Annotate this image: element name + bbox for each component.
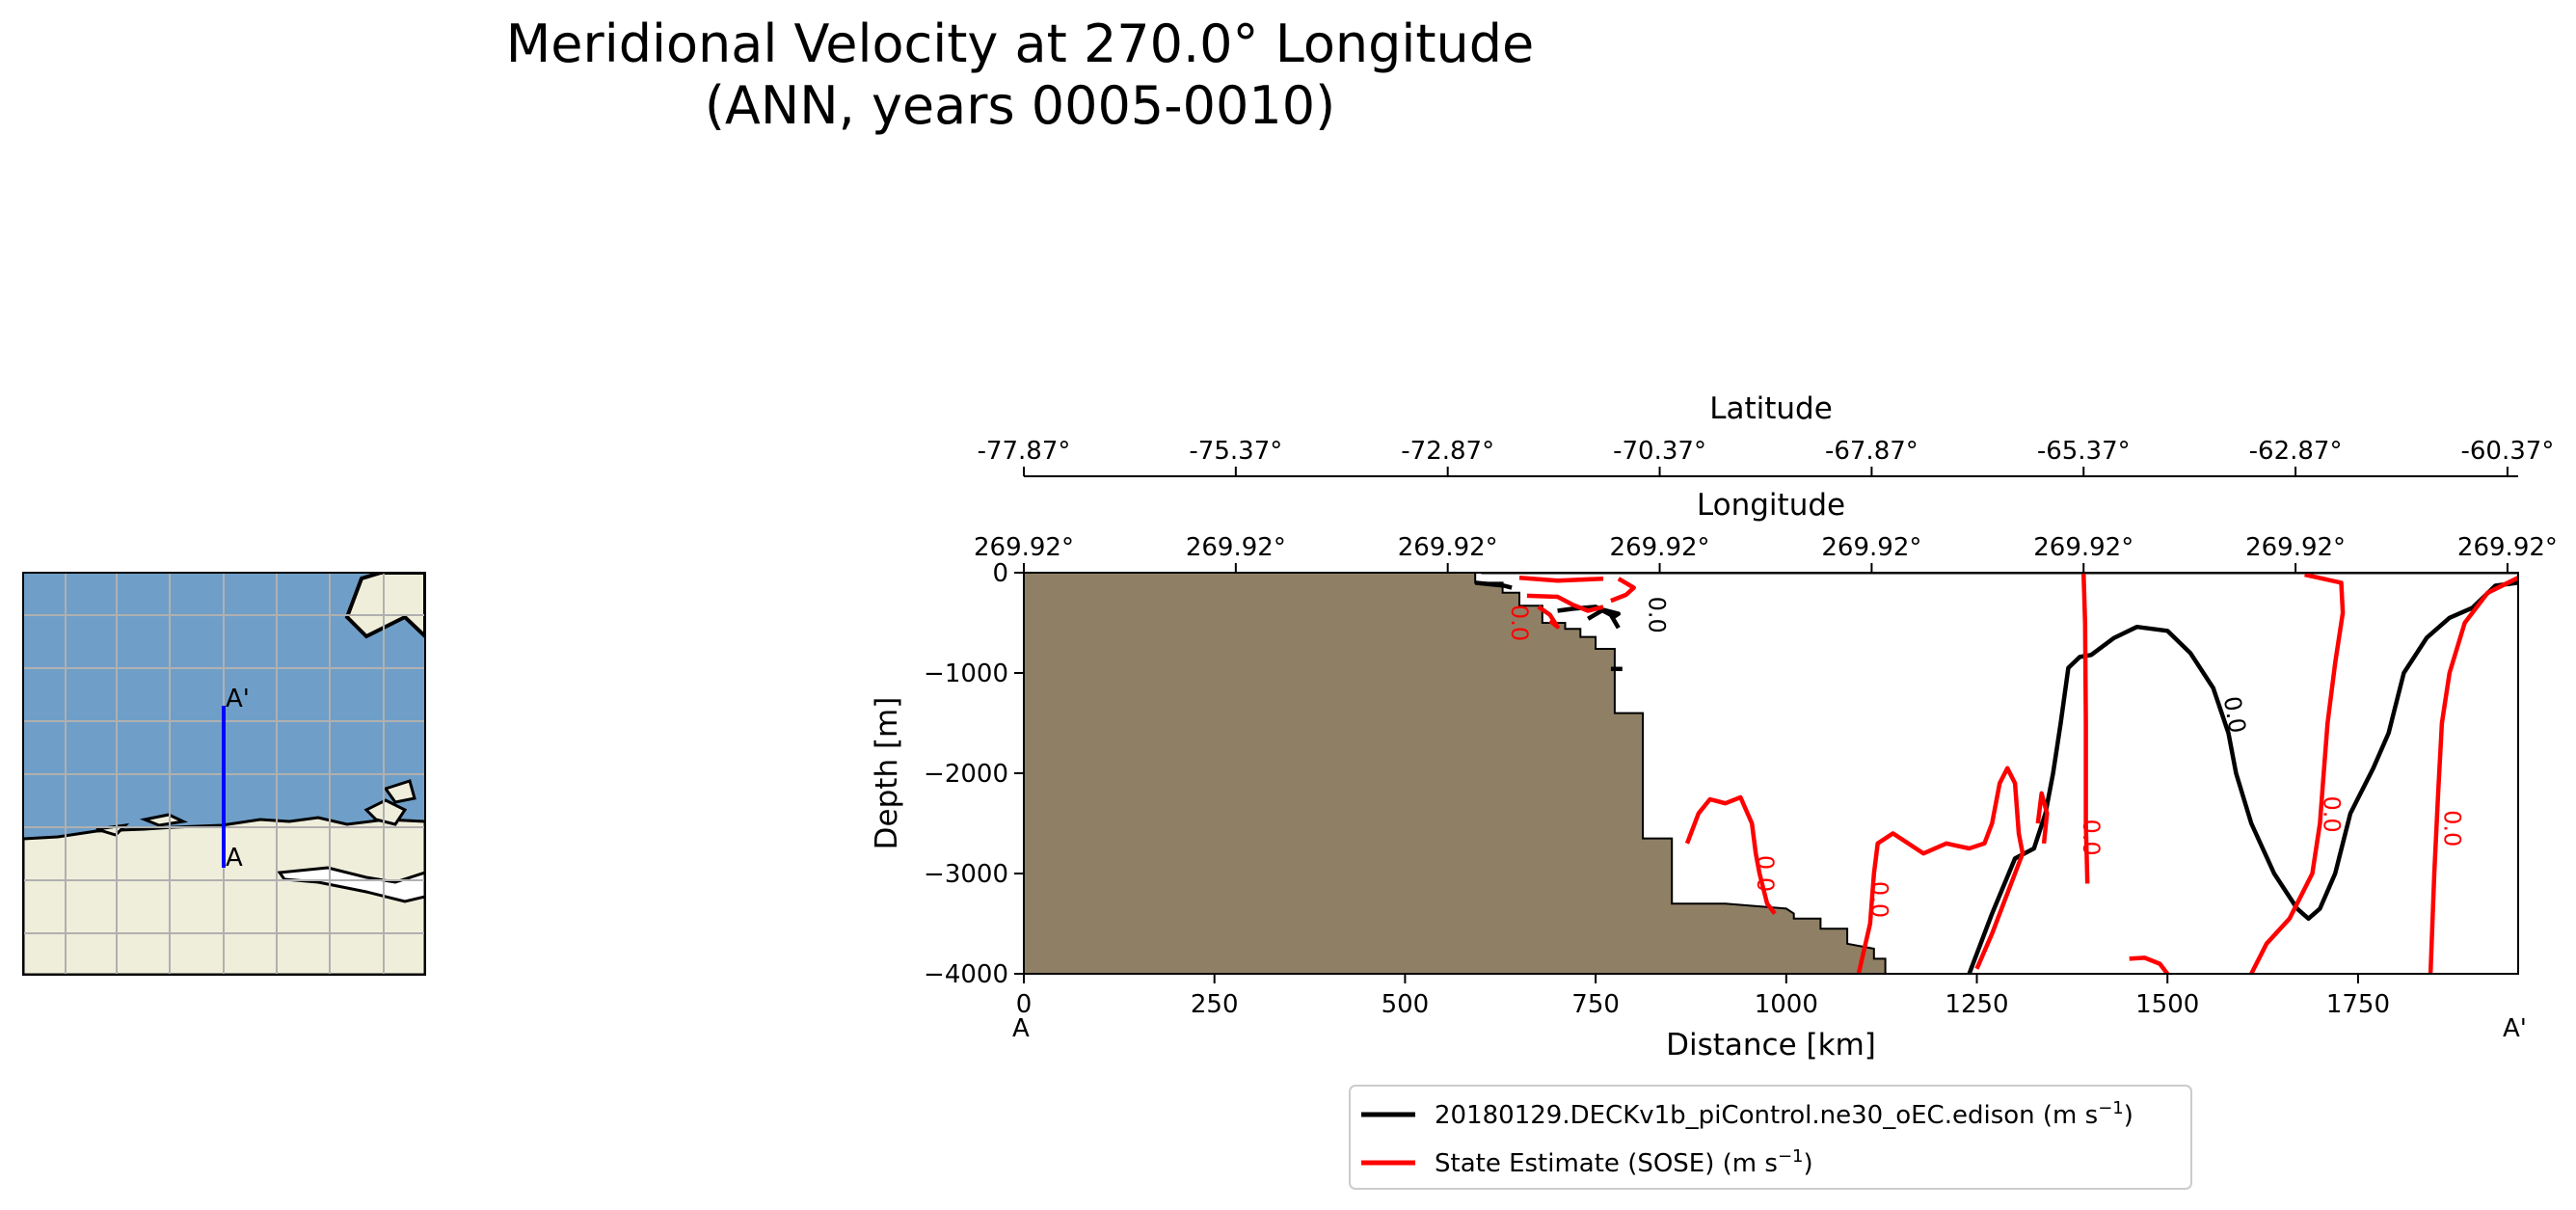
- map-label-end: A': [226, 685, 250, 713]
- map-label-start: A: [226, 844, 243, 873]
- contour-label-0: 0.0: [1506, 605, 1533, 641]
- latitude-axis: -77.87° -75.37° -72.87° -70.37° -67.87° -65.3…: [978, 437, 2555, 476]
- map-grid: [23, 573, 425, 975]
- bathymetry-fill: [1024, 573, 1887, 974]
- inset-map: A' A: [22, 572, 426, 976]
- series-obs-line-0: [1518, 575, 1604, 583]
- x-tick-label-1: 250: [1191, 990, 1239, 1019]
- series-model-line-1: [1474, 580, 1513, 590]
- y-tick-label-2: −2000: [924, 760, 1008, 789]
- series-obs-line-9: [2249, 573, 2346, 974]
- legend-entry-model: 20180129.DECKv1b_piControl.ne30_oEC.edis…: [1435, 1098, 2133, 1130]
- y-tick-label-3: −3000: [924, 860, 1008, 889]
- contour-label-5: 0.0: [2438, 810, 2465, 847]
- lon-tick-label-1: 269.92°: [1186, 533, 1286, 562]
- lat-tick-label-5: -65.37°: [2037, 437, 2131, 466]
- series-model-line-3: [1587, 607, 1622, 621]
- y-tick-label-1: −1000: [924, 659, 1008, 688]
- series-obs-line-7: [2080, 573, 2090, 884]
- lon-tick-label-2: 269.92°: [1398, 533, 1498, 562]
- lat-tick-label-7: -60.37°: [2461, 437, 2555, 466]
- x-tick-label-0: 0: [1016, 990, 1033, 1019]
- lat-tick-label-6: -62.87°: [2249, 437, 2343, 466]
- y-axis: 0 −1000 −2000 −3000 −4000: [924, 559, 1024, 989]
- x-tick-label-5: 1250: [1945, 990, 2008, 1019]
- contour-label-6: 0.0: [1752, 855, 1779, 892]
- x-tick-label-4: 1000: [1755, 990, 1818, 1019]
- map-peninsula: [344, 573, 425, 639]
- contour-label-7: 0.0: [1865, 881, 1892, 918]
- contour-label-1: 0.0: [1644, 597, 1671, 633]
- contour-label-4: 0.0: [2318, 796, 2345, 833]
- legend-box: [1349, 1085, 2192, 1190]
- contour-labels: 0.0 0.0 0.0 0.0 0.0 0.0 0.0 0.0: [1506, 597, 2465, 918]
- legend-entry-obs: State Estimate (SOSE) (m s−1): [1435, 1146, 1813, 1178]
- series-obs-line-4: [1684, 794, 1777, 915]
- lat-tick-label-4: -67.87°: [1825, 437, 1919, 466]
- legend-model-close: ): [2124, 1101, 2133, 1130]
- series-layer: [1474, 573, 2518, 974]
- x-tick-label-2: 500: [1382, 990, 1430, 1019]
- lon-tick-label-7: 269.92°: [2457, 533, 2558, 562]
- x-axis: 0 250 500 750 1000 1250 1500 1750: [1016, 974, 2390, 1019]
- y-tick-label-0: 0: [992, 559, 1008, 588]
- x-tick-label-6: 1500: [2135, 990, 2199, 1019]
- contour-label-2: 0.0: [2218, 694, 2251, 735]
- lat-tick-label-2: -72.87°: [1401, 437, 1494, 466]
- y-axis-label: Depth [m]: [870, 697, 904, 850]
- lon-tick-label-6: 269.92°: [2245, 533, 2346, 562]
- map-coast-detail: [95, 779, 416, 837]
- lat-tick-label-3: -70.37°: [1613, 437, 1706, 466]
- x-tick-label-7: 1750: [2326, 990, 2390, 1019]
- legend-obs-close: ): [1803, 1149, 1812, 1178]
- lon-tick-label-0: 269.92°: [974, 533, 1074, 562]
- y-tick-label-4: −4000: [924, 960, 1008, 989]
- section-end-label: A': [2503, 1014, 2527, 1043]
- longitude-axis-label: Longitude: [1697, 488, 1845, 523]
- longitude-axis: 269.92° 269.92° 269.92° 269.92° 269.92° 269.9…: [974, 533, 2558, 573]
- lon-tick-label-5: 269.92°: [2033, 533, 2133, 562]
- latitude-axis-label: Latitude: [1709, 391, 1833, 426]
- legend-obs-sup: −1: [1778, 1146, 1804, 1167]
- series-obs-line-1: [1526, 593, 1604, 613]
- section-start-label: A: [1012, 1014, 1030, 1043]
- chart-title-line1: Meridional Velocity at 270.0° Longitude: [506, 13, 1535, 74]
- series-obs-line-2: [1537, 605, 1560, 630]
- legend: 20180129.DECKv1b_piControl.ne30_oEC.edis…: [1349, 1085, 2192, 1190]
- contour-label-3: 0.0: [2078, 820, 2105, 856]
- lat-tick-label-0: -77.87°: [978, 437, 1071, 466]
- legend-obs-text: State Estimate (SOSE) (m s: [1435, 1149, 1778, 1178]
- series-model-line-0: [1967, 580, 2518, 974]
- chart-title-line2: (ANN, years 0005-0010): [705, 75, 1335, 136]
- series-obs-line-5: [1856, 766, 2026, 974]
- lat-tick-label-1: -75.37°: [1189, 437, 1282, 466]
- legend-model-text: 20180129.DECKv1b_piControl.ne30_oEC.edis…: [1435, 1101, 2098, 1130]
- x-tick-label-3: 750: [1571, 990, 1620, 1019]
- legend-model-sup: −1: [2098, 1098, 2124, 1118]
- series-obs-line-10: [2428, 576, 2518, 974]
- lon-tick-label-4: 269.92°: [1821, 533, 1921, 562]
- main-plot: 0.0 0.0 0.0 0.0 0.0 0.0 0.0 0.0 0 250 500 750 1000 1…: [870, 391, 2558, 1062]
- series-obs-line-6: [2035, 791, 2050, 845]
- series-obs-line-3: [1610, 577, 1636, 604]
- lon-tick-label-3: 269.92°: [1610, 533, 1710, 562]
- series-obs-line-8: [2129, 955, 2169, 974]
- x-axis-label: Distance [km]: [1666, 1028, 1876, 1062]
- map-frame: [22, 572, 426, 976]
